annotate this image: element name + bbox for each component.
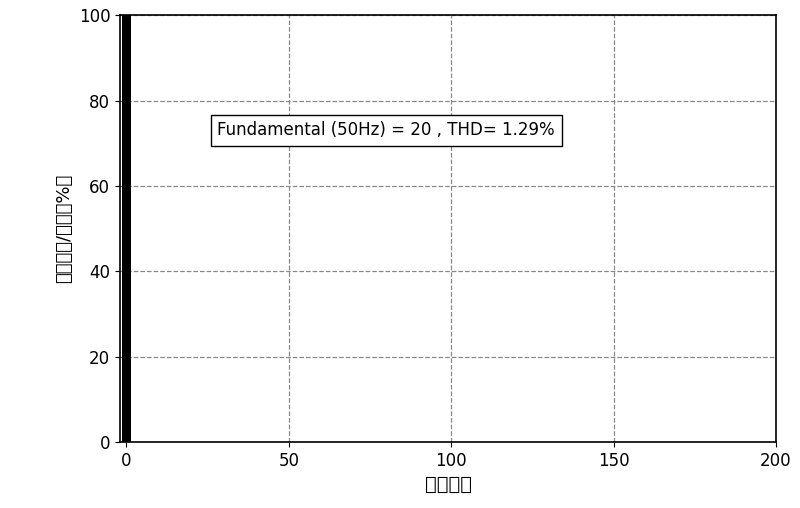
Text: Fundamental (50Hz) = 20 , THD= 1.29%: Fundamental (50Hz) = 20 , THD= 1.29% — [218, 121, 555, 140]
X-axis label: 谐波次数: 谐波次数 — [425, 475, 471, 494]
Y-axis label: 各次谐波/基波（%）: 各次谐波/基波（%） — [55, 174, 73, 283]
Bar — [122, 15, 130, 442]
